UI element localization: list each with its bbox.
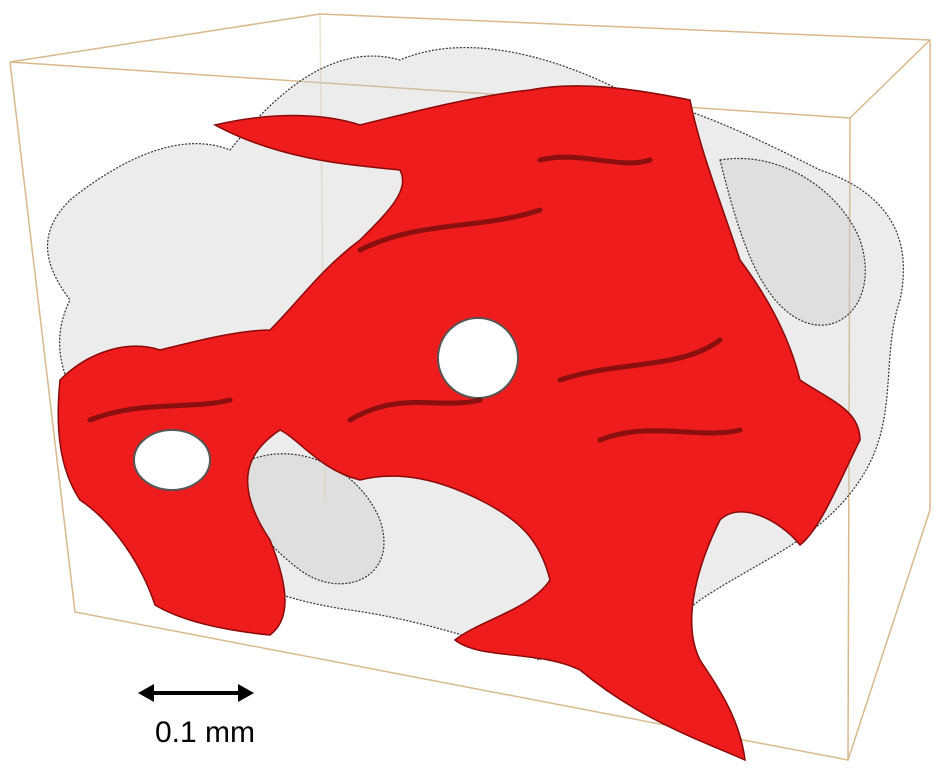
rendering: 0.1 mm (0, 0, 934, 771)
scale-label: 0.1 mm (155, 716, 255, 749)
scale-bar: 0.1 mm (138, 684, 255, 749)
